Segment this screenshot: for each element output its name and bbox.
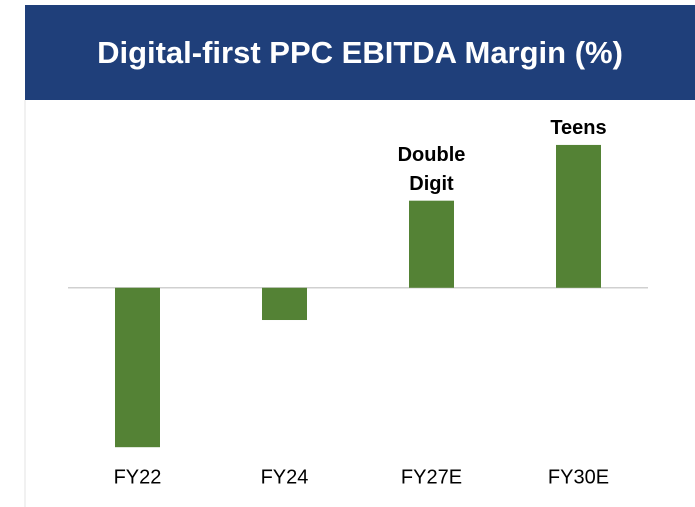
bar xyxy=(556,144,601,288)
x-tick-label: FY22 xyxy=(114,466,162,488)
x-tick-label: FY27E xyxy=(401,466,462,488)
x-tick-label: FY24 xyxy=(261,466,309,488)
x-tick-label: FY30E xyxy=(548,466,609,488)
bar xyxy=(262,287,307,321)
bar xyxy=(409,200,454,288)
bar xyxy=(115,287,160,448)
bar-label: Double Digit xyxy=(397,143,466,195)
title-banner xyxy=(25,5,695,100)
bar-label: Teens xyxy=(550,116,607,139)
chart-title: Digital-first PPC EBITDA Margin (%) xyxy=(97,35,623,70)
